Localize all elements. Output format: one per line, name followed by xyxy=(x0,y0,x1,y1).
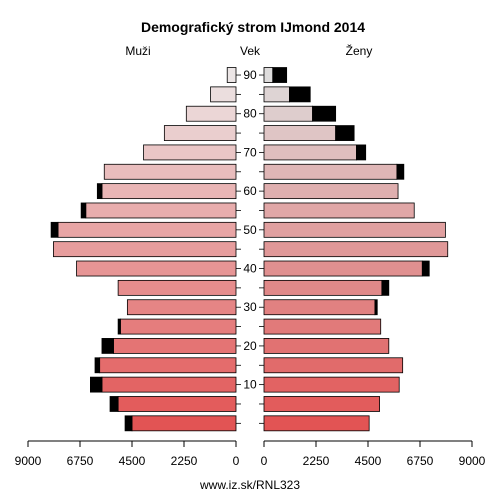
age-tick-label: 90 xyxy=(243,68,257,82)
female-excess-75-79 xyxy=(335,125,355,141)
source-footer: www.iz.sk/RNL323 xyxy=(199,478,300,492)
male-excess-60-64 xyxy=(96,183,103,200)
female-bar-50-54 xyxy=(263,221,446,238)
female-bar-40-44 xyxy=(263,260,423,277)
female-excess-40-44 xyxy=(421,260,430,277)
female-excess-30-34 xyxy=(374,299,378,316)
age-tick-label: 80 xyxy=(243,107,257,121)
male-bar-45-49 xyxy=(53,241,237,258)
x-tick-label: 0 xyxy=(261,454,268,468)
male-bar-90+ xyxy=(226,67,237,83)
age-tick-label: 10 xyxy=(243,378,257,392)
male-bar-60-64 xyxy=(101,183,237,200)
female-bar-60-64 xyxy=(263,183,399,200)
x-tick-label: 0 xyxy=(233,454,240,468)
male-excess-10-14 xyxy=(90,376,103,393)
male-excess-20-24 xyxy=(101,338,114,354)
male-bar-25-29 xyxy=(120,318,237,335)
male-bars xyxy=(50,67,237,432)
female-bar-20-24 xyxy=(263,338,390,354)
male-bar-35-39 xyxy=(117,279,237,296)
female-excess-70-74 xyxy=(356,144,367,161)
male-bar-50-54 xyxy=(57,221,237,238)
male-bar-70-74 xyxy=(143,144,237,161)
female-bar-30-34 xyxy=(263,299,376,316)
x-tick-label: 4500 xyxy=(355,454,382,468)
age-tick-label: 20 xyxy=(243,339,257,353)
female-bar-35-39 xyxy=(263,279,383,296)
male-bar-75-79 xyxy=(163,125,237,141)
male-bar-0-4 xyxy=(131,415,237,432)
right-series-label: Ženy xyxy=(346,43,373,58)
male-excess-15-19 xyxy=(94,357,101,374)
male-bar-30-34 xyxy=(126,299,237,316)
age-tick-label: 70 xyxy=(243,145,257,159)
value-axes: 9000 6750 4500 2250 0 2250 4500 6750 9000 0 xyxy=(15,440,486,468)
female-bar-0-4 xyxy=(263,415,370,432)
female-bar-75-79 xyxy=(263,125,337,141)
x-tick-label: 2250 xyxy=(303,454,330,468)
female-bar-90+ xyxy=(263,67,274,83)
female-bar-15-19 xyxy=(263,357,404,374)
female-bar-45-49 xyxy=(263,241,449,258)
x-tick-label: 4500 xyxy=(119,454,146,468)
female-excess-65-69 xyxy=(396,163,405,180)
x-tick-label: 9000 xyxy=(459,454,486,468)
male-excess-0-4 xyxy=(124,415,133,432)
x-tick-label: 6750 xyxy=(407,454,434,468)
x-tick-label: 2250 xyxy=(171,454,198,468)
chart-title: Demografický strom IJmond 2014 xyxy=(141,19,365,35)
x-tick-label: 6750 xyxy=(67,454,94,468)
male-bar-20-24 xyxy=(113,338,237,354)
male-excess-50-54 xyxy=(50,221,59,238)
female-excess-35-39 xyxy=(381,279,390,296)
female-bar-65-69 xyxy=(263,163,398,180)
female-bar-70-74 xyxy=(263,144,357,161)
age-tick-label: 60 xyxy=(243,184,257,198)
female-excess-90+ xyxy=(272,67,288,83)
female-bar-10-14 xyxy=(263,376,400,393)
male-bar-55-59 xyxy=(85,202,237,219)
age-axis: 10 20 30 40 50 60 70 80 90 xyxy=(236,68,264,424)
male-excess-25-29 xyxy=(117,318,121,335)
male-bar-85-89 xyxy=(210,86,237,103)
left-series-label: Muži xyxy=(125,44,150,58)
x-tick-label: 9000 xyxy=(15,454,42,468)
age-tick-label: 30 xyxy=(243,300,257,314)
age-tick-label: 40 xyxy=(243,262,257,276)
male-excess-55-59 xyxy=(80,202,87,219)
male-bar-40-44 xyxy=(76,260,237,277)
male-bar-65-69 xyxy=(103,163,237,180)
male-bar-5-9 xyxy=(117,396,237,412)
female-bars xyxy=(263,67,449,432)
female-bar-80-84 xyxy=(263,105,313,122)
female-bar-85-89 xyxy=(263,86,290,103)
female-excess-85-89 xyxy=(289,86,311,103)
female-bar-5-9 xyxy=(263,396,380,412)
male-excess-5-9 xyxy=(109,396,119,412)
male-bar-15-19 xyxy=(99,357,237,374)
male-bar-80-84 xyxy=(185,105,237,122)
age-axis-label: Vek xyxy=(240,44,261,58)
female-bar-25-29 xyxy=(263,318,382,335)
female-bar-55-59 xyxy=(263,202,415,219)
male-bar-10-14 xyxy=(101,376,237,393)
female-excess-80-84 xyxy=(312,105,337,122)
age-tick-label: 50 xyxy=(243,223,257,237)
